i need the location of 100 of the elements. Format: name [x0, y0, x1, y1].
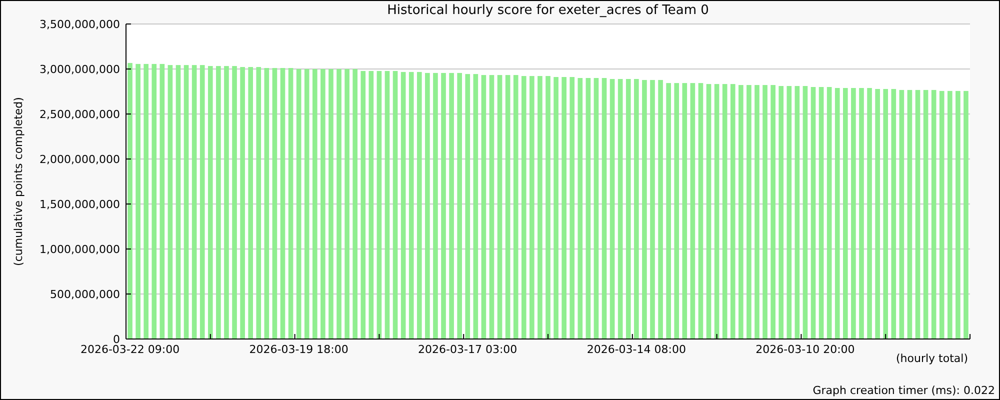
bar: [690, 83, 696, 339]
bar: [465, 74, 470, 339]
bar: [642, 80, 647, 339]
bar: [746, 85, 752, 339]
bar: [530, 76, 534, 339]
bar: [521, 76, 526, 339]
bar: [891, 88, 896, 339]
bar: [658, 80, 663, 339]
bar: [610, 78, 615, 339]
bar: [626, 78, 631, 339]
y-tick-label: 3,500,000,000: [40, 18, 120, 31]
x-tick-label: 2026-03-14 08:00: [586, 343, 686, 356]
y-tick-label: 0: [113, 332, 120, 346]
x-tick-label: 2026-03-17 03:00: [418, 343, 518, 356]
bar: [449, 72, 454, 339]
bar: [216, 66, 221, 339]
bar: [344, 69, 350, 339]
bar: [634, 78, 639, 339]
y-tick-label: 2,000,000,000: [40, 152, 120, 166]
bar: [360, 70, 366, 339]
bar: [376, 70, 382, 339]
bar: [762, 85, 768, 339]
bar: [859, 88, 864, 339]
bar: [192, 65, 197, 339]
text: Graph creation timer (ms): 0.022: [812, 384, 995, 397]
bar: [538, 76, 542, 339]
bar: [368, 70, 374, 339]
x-tick-label: 2026-03-10 20:00: [756, 343, 855, 356]
bar: [384, 70, 390, 339]
bar: [722, 84, 728, 339]
bar: [546, 76, 550, 339]
bar: [312, 69, 318, 339]
bar: [867, 88, 872, 339]
x-tick-label: 2026-03-19 18:00: [249, 343, 348, 356]
bar: [304, 69, 310, 339]
bar: [296, 69, 302, 339]
bar: [433, 72, 438, 339]
bar: [650, 80, 655, 339]
bar: [939, 90, 944, 339]
bar: [232, 66, 237, 339]
bar: [899, 90, 904, 339]
bar: [489, 75, 494, 339]
bar: [176, 65, 181, 339]
bar: [826, 87, 832, 339]
bar: [408, 72, 414, 339]
y-tick-label: 500,000,000: [50, 288, 120, 301]
bar: [586, 78, 591, 339]
bar: [352, 69, 358, 339]
bar: [964, 90, 968, 339]
bar: [136, 64, 140, 339]
bar: [240, 67, 245, 339]
bar: [602, 78, 607, 339]
bar: [320, 69, 326, 339]
bar: [144, 64, 149, 339]
bar: [666, 83, 671, 339]
bar: [160, 64, 165, 339]
bar: [730, 84, 736, 339]
bar: [956, 90, 960, 339]
y-tick-label: 1,500,000,000: [40, 198, 120, 211]
bar: [441, 72, 446, 339]
bar: [883, 88, 888, 339]
bar: [425, 72, 430, 339]
bar: [818, 87, 824, 339]
bar: [802, 86, 808, 339]
bar: [570, 77, 575, 339]
bar: [128, 62, 132, 339]
bar: [208, 66, 213, 339]
bar: [794, 86, 800, 339]
bar: [778, 86, 784, 339]
x-axis-title: (hourly total): [896, 352, 968, 365]
chart-title: Historical hourly score for exeter_acres of Team 0: [387, 3, 709, 18]
bar: [834, 88, 840, 339]
bar: [915, 90, 920, 339]
bar: [554, 77, 558, 339]
bar: [473, 74, 478, 339]
bar: [457, 72, 462, 339]
bar: [618, 78, 623, 339]
bar: [280, 68, 286, 339]
bar: [770, 85, 776, 339]
bar: [562, 77, 566, 339]
bar: [497, 75, 502, 339]
bar: [416, 72, 422, 339]
bar: [392, 70, 398, 339]
x-tick-label: 2026-03-22 09:00: [80, 343, 180, 356]
bar: [786, 86, 792, 339]
bar: [288, 68, 294, 339]
bar: [714, 84, 720, 339]
bar: [272, 68, 278, 339]
bar: [698, 83, 704, 339]
bar: [336, 69, 342, 339]
bar: [224, 66, 229, 339]
bar: [754, 85, 760, 339]
bar: [947, 90, 952, 339]
bar: [674, 83, 680, 339]
bar: [682, 83, 688, 339]
bar: [875, 88, 880, 339]
bar: [168, 65, 173, 339]
bar: [256, 67, 262, 339]
bar: [505, 75, 510, 339]
bar: [810, 87, 816, 339]
